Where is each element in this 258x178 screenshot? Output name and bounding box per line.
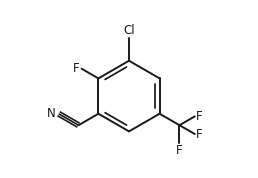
Text: F: F bbox=[196, 127, 202, 141]
Text: F: F bbox=[73, 62, 80, 75]
Text: F: F bbox=[196, 110, 202, 123]
Text: N: N bbox=[47, 107, 56, 120]
Text: F: F bbox=[176, 144, 183, 157]
Text: Cl: Cl bbox=[123, 24, 135, 37]
